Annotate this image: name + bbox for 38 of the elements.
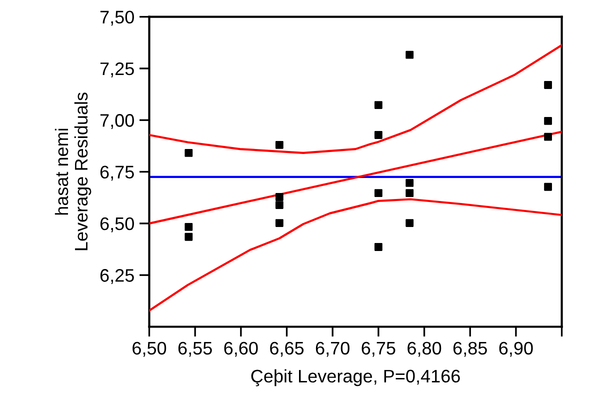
point: [184, 232, 193, 241]
point: [374, 131, 382, 139]
x-tick-label: 6,85: [453, 342, 487, 357]
x-axis-title: Çeþit Leverage, P=0,4166: [251, 369, 460, 386]
point: [406, 219, 414, 227]
point: [374, 243, 382, 251]
x-tick-label: 6,75: [362, 342, 396, 357]
point: [275, 193, 284, 201]
point: [544, 182, 552, 191]
x-tick-label: 6,70: [316, 342, 350, 357]
line-series: [149, 44, 562, 154]
point: [184, 149, 193, 157]
point: [544, 132, 552, 141]
point: [374, 101, 382, 109]
y-tick-label: 7,25: [100, 62, 134, 78]
point: [406, 189, 414, 198]
x-tick-label: 6,65: [270, 342, 304, 357]
point: [544, 116, 552, 125]
x-tick-label: 6,60: [224, 342, 258, 357]
x-tick-label: 6,80: [408, 342, 442, 357]
x-tick-label: 6,55: [178, 342, 212, 357]
point: [275, 140, 284, 149]
y-tick-label: 6,25: [100, 269, 134, 284]
point: [406, 178, 414, 187]
point: [374, 189, 382, 198]
point: [544, 81, 552, 89]
point: [406, 50, 414, 59]
y-tick-label: 6,50: [100, 217, 134, 232]
y-tick-label: 6,75: [100, 166, 134, 181]
y-tick-label: 7,00: [100, 114, 134, 129]
point: [275, 219, 284, 227]
x-tick-label: 6,50: [132, 342, 166, 357]
point: [275, 201, 284, 209]
y-axis-title: hasat nemi Leverage Residuals: [54, 92, 92, 250]
y-tick-label: 7,50: [100, 10, 134, 26]
line-series: [149, 198, 562, 312]
point: [184, 223, 193, 231]
x-tick-label: 6,90: [499, 342, 533, 357]
